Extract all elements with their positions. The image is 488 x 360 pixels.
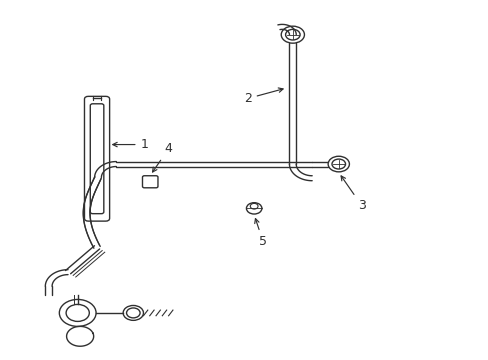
FancyBboxPatch shape xyxy=(142,176,158,188)
Text: 3: 3 xyxy=(341,176,365,212)
Text: 2: 2 xyxy=(244,88,283,105)
Text: 1: 1 xyxy=(113,138,148,151)
Text: 4: 4 xyxy=(152,142,172,172)
Text: 5: 5 xyxy=(254,219,266,248)
